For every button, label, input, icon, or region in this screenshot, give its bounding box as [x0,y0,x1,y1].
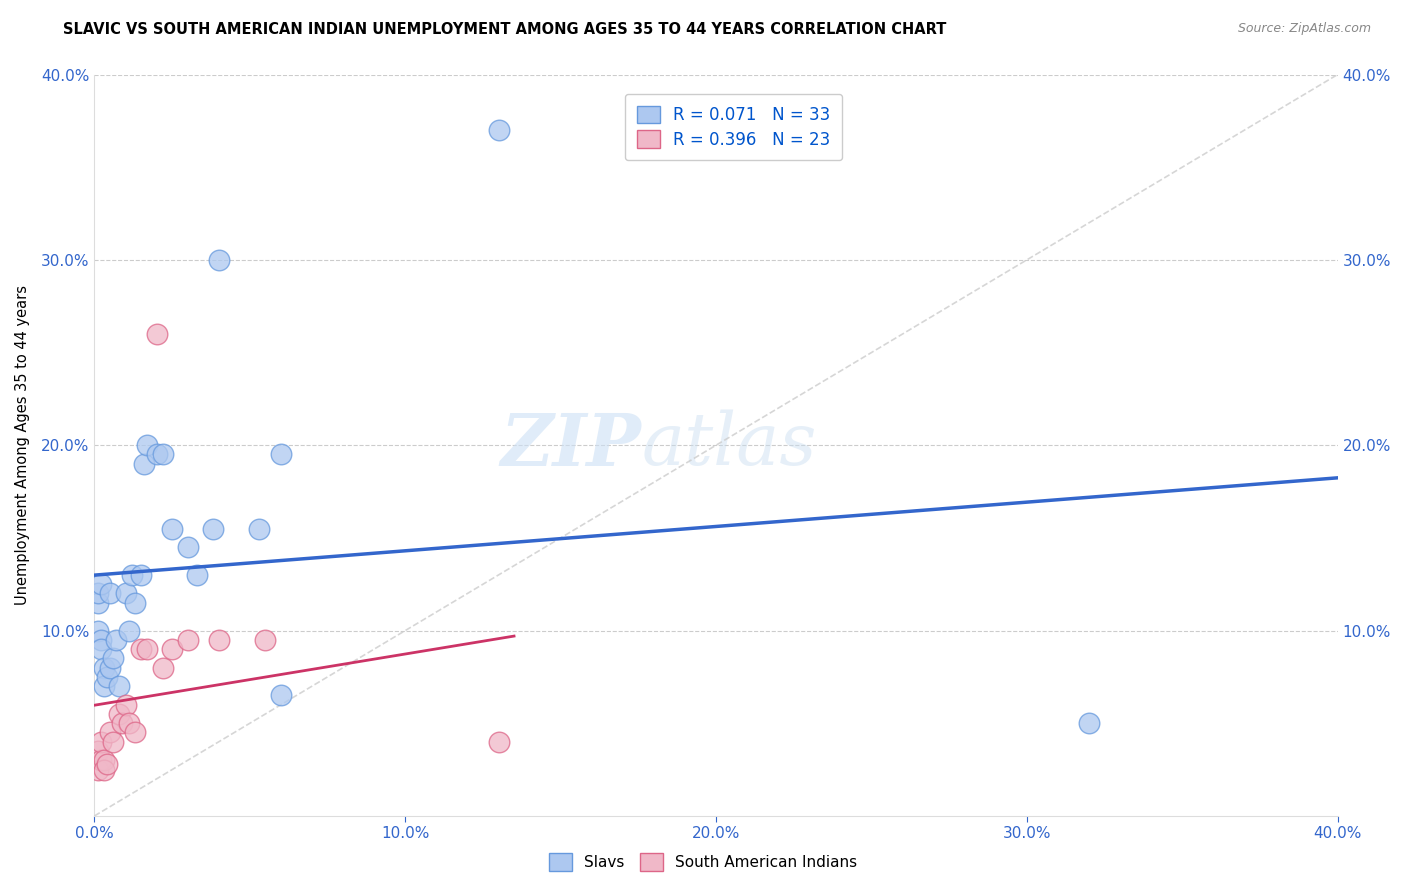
Point [98,586,121,600]
Point [136,438,159,452]
Point [186,568,208,582]
Point [86,596,108,610]
Point [98,725,121,739]
Point [105,632,128,647]
Point [86,763,108,777]
Point [145,326,167,341]
Point [134,457,156,471]
Point [247,522,270,536]
Point [93,763,115,777]
Point [96,757,118,772]
Point [270,689,292,703]
Point [98,660,121,674]
Point [177,540,200,554]
Legend: R = 0.071   N = 33, R = 0.396   N = 23: R = 0.071 N = 33, R = 0.396 N = 23 [624,94,842,161]
Text: Source: ZipAtlas.com: Source: ZipAtlas.com [1237,22,1371,36]
Point [488,735,510,749]
Point [90,735,112,749]
Point [254,632,277,647]
Y-axis label: Unemployment Among Ages 35 to 44 years: Unemployment Among Ages 35 to 44 years [15,285,30,605]
Point [129,642,152,657]
Point [1078,716,1101,731]
Point [86,744,108,758]
Point [90,642,112,657]
Point [108,706,131,721]
Point [118,716,141,731]
Point [208,632,231,647]
Point [90,632,112,647]
Point [101,735,124,749]
Point [160,642,183,657]
Point [270,448,292,462]
Legend: Slavs, South American Indians: Slavs, South American Indians [543,847,863,877]
Point [114,586,136,600]
Point [145,448,167,462]
Point [86,586,108,600]
Point [93,679,115,693]
Text: SLAVIC VS SOUTH AMERICAN INDIAN UNEMPLOYMENT AMONG AGES 35 TO 44 YEARS CORRELATI: SLAVIC VS SOUTH AMERICAN INDIAN UNEMPLOY… [63,22,946,37]
Point [152,448,174,462]
Text: atlas: atlas [641,410,817,481]
Point [118,624,141,638]
Point [108,679,131,693]
Point [124,725,146,739]
Point [101,651,124,665]
Text: ZIP: ZIP [501,409,641,481]
Point [152,660,174,674]
Point [201,522,224,536]
Point [93,660,115,674]
Point [90,577,112,591]
Point [136,642,159,657]
Point [114,698,136,712]
Point [160,522,183,536]
Point [90,753,112,767]
Point [86,624,108,638]
Point [124,596,146,610]
Point [111,716,134,731]
Point [96,670,118,684]
Point [121,568,143,582]
Point [208,252,231,267]
Point [93,753,115,767]
Point [488,123,510,137]
Point [129,568,152,582]
Point [177,632,200,647]
